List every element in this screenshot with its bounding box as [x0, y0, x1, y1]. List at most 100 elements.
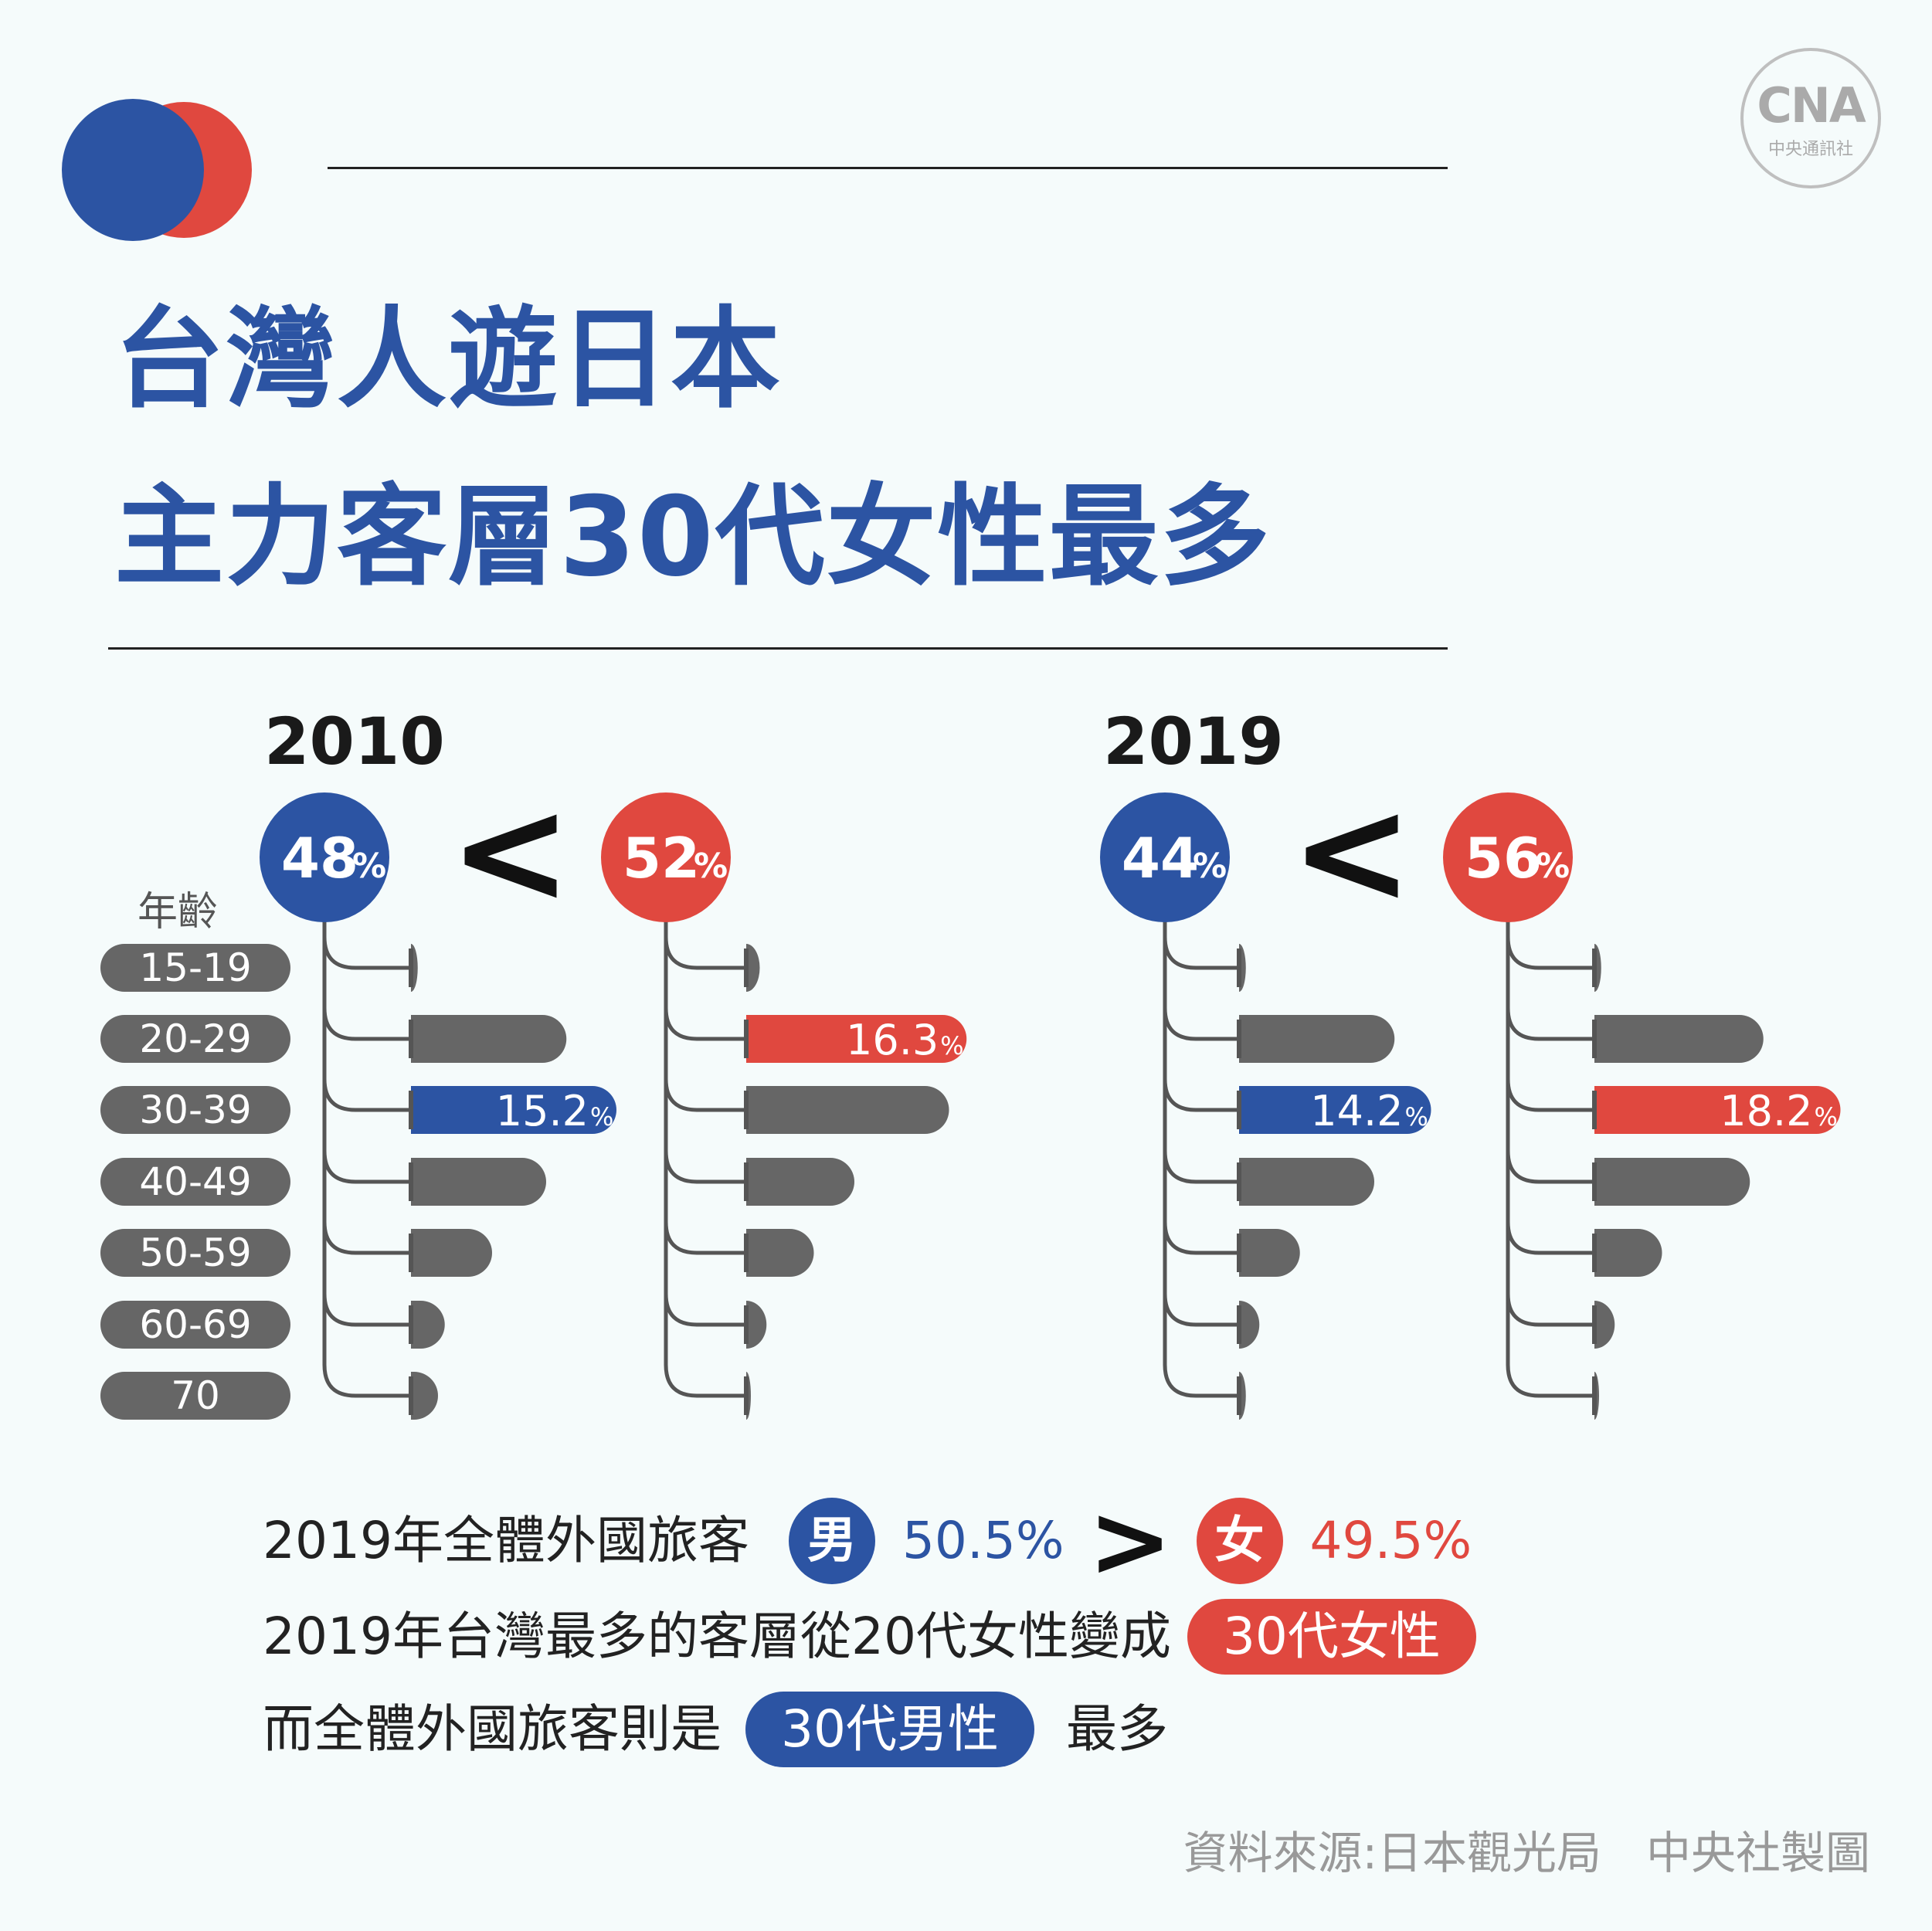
tree-branch [664, 1293, 746, 1327]
bar-value-label: 18.2 [1720, 1087, 1812, 1135]
tree-branch [1506, 1221, 1594, 1255]
tree-branch [664, 1364, 746, 1398]
age-header: 年齡 [138, 889, 219, 935]
bar-2010-blue-50-59 [411, 1229, 492, 1277]
bar-2010-red-30-39 [746, 1086, 949, 1134]
share-percent-sign: % [1193, 847, 1227, 886]
title-line-1: 台灣人遊日本 [114, 296, 782, 423]
cna-logo: CNA 中央通訊社 [1740, 48, 1881, 188]
bar-value-percent: % [940, 1031, 963, 1061]
tree-branch [322, 1150, 411, 1184]
share-percent-sign: % [1536, 847, 1570, 886]
bar-2010-red-20-29 [746, 1015, 967, 1063]
age-pill-20-29: 20-29 [100, 1015, 290, 1063]
share-circle-2010-blue [260, 792, 389, 922]
bar-2019-blue-20-29 [1239, 1015, 1395, 1063]
bar-2019-blue-50-59 [1239, 1229, 1300, 1277]
male-30s-pill: 30代男性 [745, 1692, 1034, 1767]
tree-branch [322, 1007, 411, 1041]
cna-logo-subtext: 中央通訊社 [1767, 140, 1853, 159]
share-value-2019-red: 56 [1465, 826, 1542, 891]
share-percent-sign: % [694, 847, 728, 886]
tree-branch [1163, 1364, 1239, 1398]
bar-value-percent: % [590, 1102, 613, 1132]
tree-branch [1163, 1221, 1239, 1255]
tree-branch [1163, 1007, 1239, 1041]
comparison-sign-2010: < [449, 766, 572, 937]
top-rule [328, 167, 1448, 169]
share-circle-2019-blue [1100, 792, 1230, 922]
tree-branch [664, 1150, 746, 1184]
bar-value-percent: % [1815, 1102, 1838, 1132]
bar-2019-red-30-39 [1594, 1086, 1841, 1134]
tree-branch [1163, 1078, 1239, 1112]
greater-than-sign: > [1088, 1482, 1173, 1600]
male-circle: 男 [788, 1498, 875, 1584]
cna-logo-text: CNA [1757, 77, 1866, 134]
summary-line-2-text: 2019年台灣最多的客層從20代女性變成 [263, 1607, 1171, 1666]
age-pill-30-39: 30-39 [100, 1086, 290, 1134]
tree-branch [1506, 1293, 1594, 1327]
tree-branch [1163, 1150, 1239, 1184]
age-pill-60-69: 60-69 [100, 1301, 290, 1349]
bar-2010-red-50-59 [746, 1229, 814, 1277]
tree-branch [1506, 1364, 1594, 1398]
tree-branch [664, 1007, 746, 1041]
summary-line-1: 2019年全體外國旅客 男 50.5% > 女 49.5% [263, 1491, 1472, 1591]
tree-branch [322, 1221, 411, 1255]
summary-line-3-text: 而全體外國旅客則是 [263, 1699, 722, 1759]
year-2010: 2010 [264, 704, 445, 779]
summary-line-3-tail: 最多 [1065, 1699, 1168, 1759]
share-value-2010-blue: 48 [281, 826, 358, 891]
bar-2019-blue-30-39 [1239, 1086, 1431, 1134]
female-circle: 女 [1196, 1498, 1283, 1584]
bar-2010-blue-60-69 [411, 1300, 445, 1349]
bar-2019-red-60-69 [1594, 1300, 1615, 1349]
bar-value-label: 14.2 [1310, 1087, 1403, 1135]
tree-branch [322, 1078, 411, 1112]
bar-2010-red-15-19 [746, 944, 760, 992]
bar-value-percent: % [1405, 1102, 1428, 1132]
bar-2010-blue-70 [411, 1372, 438, 1420]
title-rule [108, 647, 1448, 650]
share-circle-2010-red [601, 792, 731, 922]
share-percent-sign: % [352, 847, 386, 886]
bar-value-label: 16.3 [846, 1016, 939, 1064]
share-circle-2019-red [1443, 792, 1573, 922]
bar-2019-red-20-29 [1594, 1015, 1764, 1063]
age-distribution-chart: <15.2 %48%16.3 %52% <14.2 %44%18.2 %56% [260, 766, 1841, 1420]
tree-branch [1506, 1078, 1594, 1112]
female-percent: 49.5% [1309, 1511, 1472, 1570]
tree-branch [1163, 936, 1239, 970]
tree-branch [322, 1364, 411, 1398]
comparison-sign-2019: < [1290, 766, 1413, 937]
tree-branch [1506, 936, 1594, 970]
tree-branch [664, 936, 746, 970]
bar-2019-red-50-59 [1594, 1229, 1662, 1277]
age-pill-40-49: 40-49 [100, 1158, 290, 1206]
bar-2019-blue-40-49 [1239, 1158, 1374, 1206]
bar-2019-red-40-49 [1594, 1158, 1750, 1206]
male-percent: 50.5% [901, 1511, 1064, 1570]
tree-branch [322, 1293, 411, 1327]
bar-2010-red-60-69 [746, 1300, 767, 1349]
age-pill-70: 70 [100, 1372, 290, 1420]
title-line-2: 主力客層30代女性最多 [114, 473, 1272, 601]
tree-branch [1506, 1150, 1594, 1184]
bar-2010-blue-30-39 [411, 1086, 616, 1134]
bar-2019-blue-60-69 [1239, 1300, 1260, 1349]
decorative-circles [62, 99, 252, 241]
age-pill-50-59: 50-59 [100, 1229, 290, 1277]
share-value-2010-red: 52 [623, 826, 700, 891]
summary-line-3: 而全體外國旅客則是 30代男性 最多 [263, 1692, 1168, 1767]
tree-branch [1506, 1007, 1594, 1041]
bar-value-label: 15.2 [496, 1087, 589, 1135]
summary-line-1-text: 2019年全體外國旅客 [263, 1511, 749, 1570]
age-pill-15-19: 15-19 [100, 944, 290, 992]
tree-branch [322, 936, 411, 970]
summary-line-2: 2019年台灣最多的客層從20代女性變成 30代女性 [263, 1599, 1476, 1675]
tree-branch [1163, 1293, 1239, 1327]
source-credit: 資料來源:日本觀光局 中央社製圖 [1183, 1827, 1870, 1879]
bar-2010-red-40-49 [746, 1158, 854, 1206]
share-value-2019-blue: 44 [1122, 826, 1199, 891]
